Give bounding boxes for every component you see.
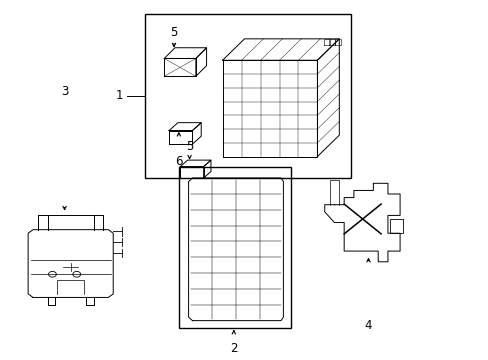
Text: 5: 5 [170,26,177,39]
Text: 1: 1 [115,89,122,102]
Text: 4: 4 [364,319,371,332]
Bar [389,219,402,233]
Text: 5: 5 [185,140,193,153]
Bar [144,14,351,178]
Text: 6: 6 [175,155,182,168]
Text: 2: 2 [229,342,237,355]
Bar [179,167,290,328]
Text: 3: 3 [61,85,68,98]
